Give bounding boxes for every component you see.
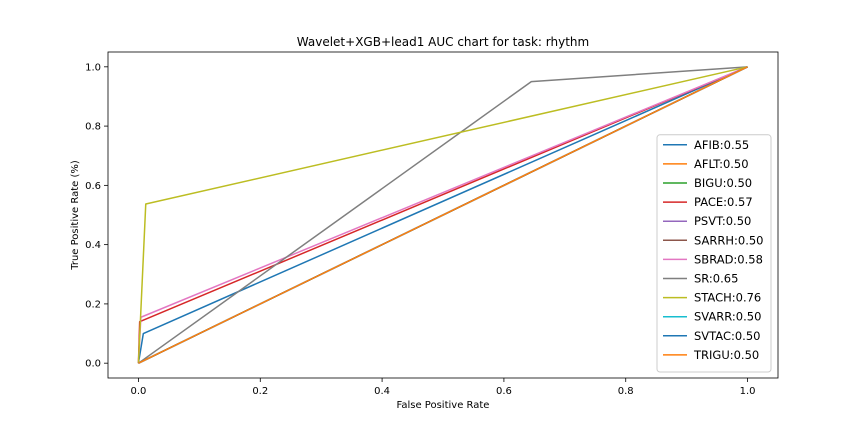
plot-lines [137, 66, 748, 364]
legend-label: AFLT:0.50 [694, 157, 749, 171]
legend-label: SVARR:0.50 [694, 310, 761, 324]
legend-label: SR:0.65 [694, 272, 738, 286]
legend-label: AFIB:0.55 [694, 138, 749, 152]
series-line-8 [137, 66, 748, 364]
legend-label: SBRAD:0.58 [694, 252, 763, 266]
x-tick-label: 0.8 [618, 386, 634, 397]
series-line-7 [138, 66, 748, 364]
legend-label: TRIGU:0.50 [693, 348, 759, 362]
y-tick-label: 0.0 [85, 359, 101, 370]
legend-label: BIGU:0.50 [694, 176, 752, 190]
x-tick-label: 0.4 [374, 386, 390, 397]
legend: AFIB:0.55 AFLT:0.50 BIGU:0.50 PACE:0.57 PSVT… [656, 134, 772, 373]
legend-label: PSVT:0.50 [694, 214, 751, 228]
series-line-0 [137, 66, 748, 364]
x-axis-label: False Positive Rate [397, 400, 490, 411]
y-tick-label: 0.6 [85, 181, 101, 192]
x-axis-ticks: 0.0 0.2 0.4 0.6 0.8 1.0 [131, 378, 756, 397]
legend-label: STACH:0.76 [694, 291, 761, 305]
y-axis-ticks: 0.0 0.2 0.4 0.6 0.8 1.0 [85, 62, 108, 370]
x-tick-label: 1.0 [740, 386, 756, 397]
y-tick-label: 0.2 [85, 299, 101, 310]
x-tick-label: 0.6 [496, 386, 512, 397]
series-line-11 [138, 66, 748, 364]
y-tick-label: 0.4 [85, 240, 101, 251]
y-tick-label: 0.8 [85, 122, 101, 133]
x-tick-label: 0.2 [252, 386, 268, 397]
y-tick-label: 1.0 [85, 62, 101, 73]
x-tick-label: 0.0 [131, 386, 147, 397]
legend-label: SARRH:0.50 [694, 233, 764, 247]
legend-box [656, 134, 772, 373]
chart-title: Wavelet+XGB+lead1 AUC chart for task: rh… [297, 35, 589, 49]
plot-frame [107, 51, 779, 379]
legend-label: PACE:0.57 [694, 195, 753, 209]
y-axis-label: True Positive Rate (%) [70, 160, 81, 271]
legend-label: SVTAC:0.50 [694, 329, 760, 343]
